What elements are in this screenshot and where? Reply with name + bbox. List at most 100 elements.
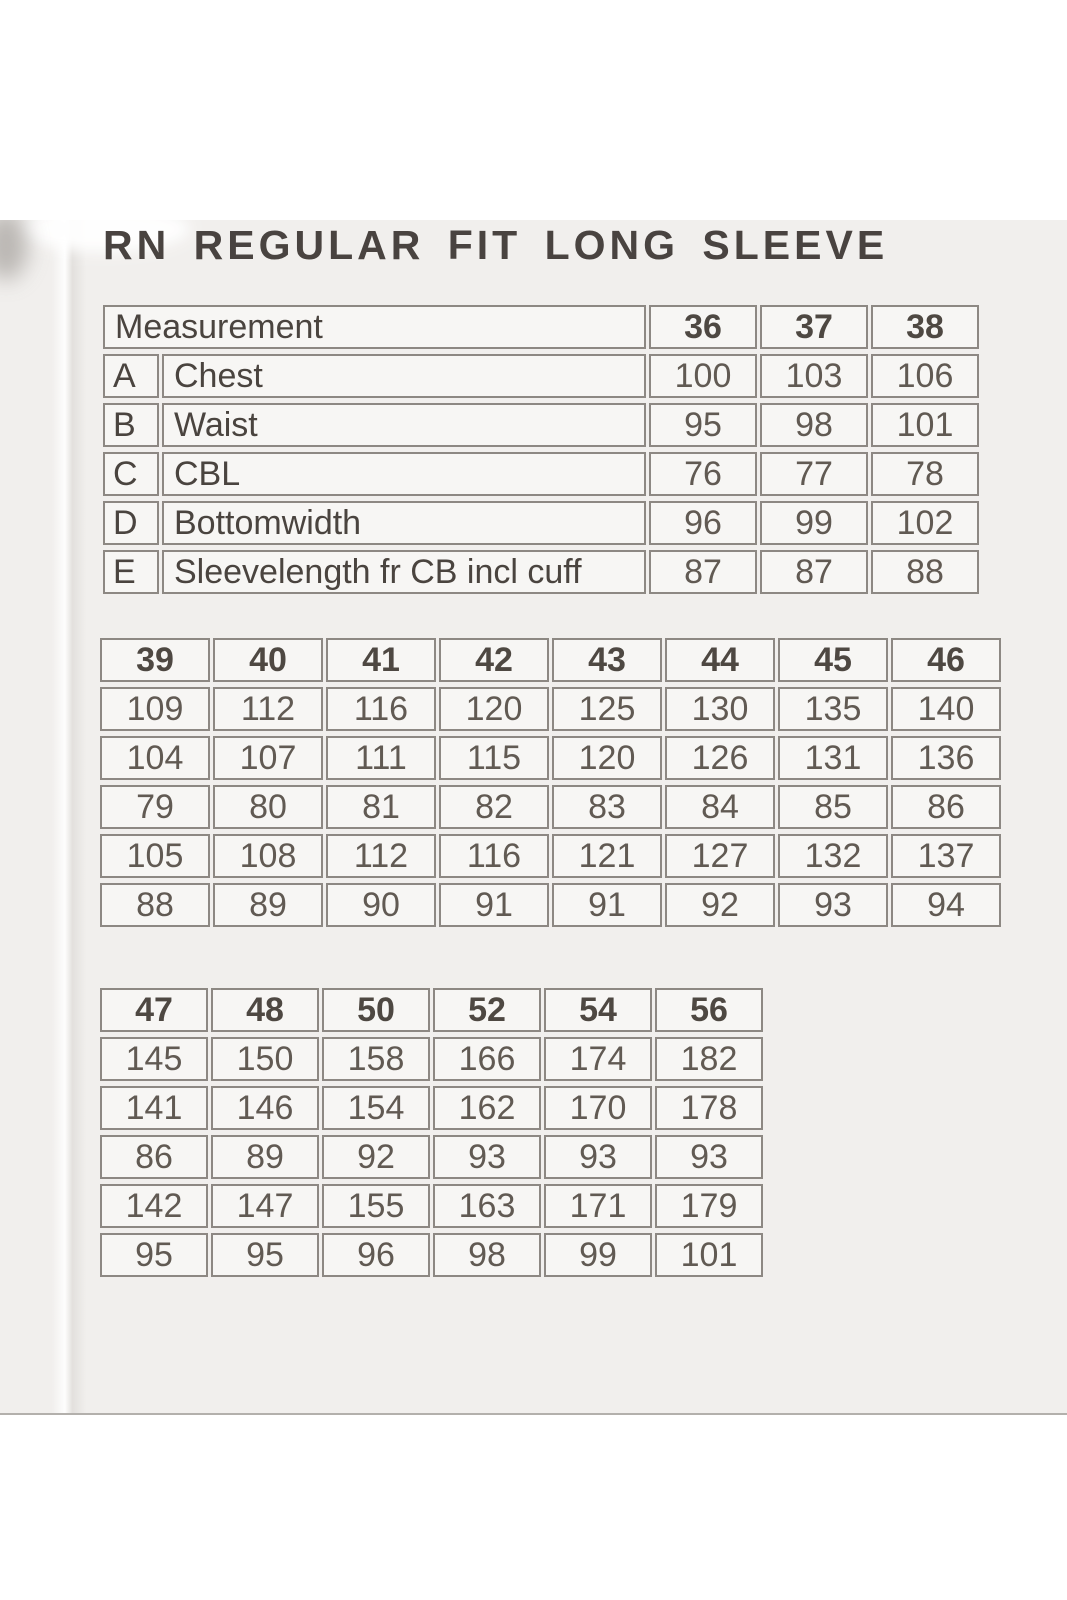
- value-cell: 106: [871, 354, 979, 398]
- value-cell: 163: [433, 1184, 541, 1228]
- measurement-row-sleevelength: E Sleevelength fr CB incl cuff 87 87 88: [103, 550, 979, 594]
- size-header-cell: 52: [433, 988, 541, 1032]
- size-header-cell: 56: [655, 988, 763, 1032]
- value-cell: 121: [552, 834, 662, 878]
- measurement-letter-cell: A: [103, 354, 159, 398]
- value-cell: 101: [871, 403, 979, 447]
- value-cell: 154: [322, 1086, 430, 1130]
- value-cell: 96: [649, 501, 757, 545]
- size-header-cell: 47: [100, 988, 208, 1032]
- size-table-36-38: Measurement 36 37 38 A Chest 100 103 106…: [100, 300, 982, 599]
- value-cell: 179: [655, 1184, 763, 1228]
- measurement-row-chest: 145 150 158 166 174 182: [100, 1037, 763, 1081]
- value-cell: 91: [552, 883, 662, 927]
- size-header-cell: 42: [439, 638, 549, 682]
- value-cell: 93: [655, 1135, 763, 1179]
- value-cell: 98: [760, 403, 868, 447]
- measurement-letter-cell: B: [103, 403, 159, 447]
- value-cell: 88: [100, 883, 210, 927]
- size-header-cell: 45: [778, 638, 888, 682]
- value-cell: 81: [326, 785, 436, 829]
- measurement-row-waist: B Waist 95 98 101: [103, 403, 979, 447]
- value-cell: 99: [760, 501, 868, 545]
- value-cell: 103: [760, 354, 868, 398]
- size-header-cell: 50: [322, 988, 430, 1032]
- measurement-row-cbl: C CBL 76 77 78: [103, 452, 979, 496]
- size-header-cell: 36: [649, 305, 757, 349]
- size-header-cell: 43: [552, 638, 662, 682]
- value-cell: 89: [213, 883, 323, 927]
- size-header-cell: 39: [100, 638, 210, 682]
- value-cell: 95: [649, 403, 757, 447]
- value-cell: 155: [322, 1184, 430, 1228]
- size-header-cell: 41: [326, 638, 436, 682]
- value-cell: 99: [544, 1233, 652, 1277]
- size-header-cell: 44: [665, 638, 775, 682]
- value-cell: 88: [871, 550, 979, 594]
- measurement-name-cell: Chest: [162, 354, 646, 398]
- value-cell: 132: [778, 834, 888, 878]
- value-cell: 126: [665, 736, 775, 780]
- table-header-row: 39 40 41 42 43 44 45 46: [100, 638, 1001, 682]
- size-table-47-56: 47 48 50 52 54 56 145 150 158 166 174 18…: [97, 983, 766, 1282]
- value-cell: 77: [760, 452, 868, 496]
- value-cell: 158: [322, 1037, 430, 1081]
- value-cell: 146: [211, 1086, 319, 1130]
- value-cell: 137: [891, 834, 1001, 878]
- measurement-row-waist: 141 146 154 162 170 178: [100, 1086, 763, 1130]
- value-cell: 93: [433, 1135, 541, 1179]
- measurement-row-sleevelength: 88 89 90 91 91 92 93 94: [100, 883, 1001, 927]
- value-cell: 82: [439, 785, 549, 829]
- value-cell: 112: [213, 687, 323, 731]
- value-cell: 93: [544, 1135, 652, 1179]
- value-cell: 141: [100, 1086, 208, 1130]
- table-header-row: 47 48 50 52 54 56: [100, 988, 763, 1032]
- size-header-cell: 46: [891, 638, 1001, 682]
- value-cell: 80: [213, 785, 323, 829]
- value-cell: 87: [760, 550, 868, 594]
- measurement-row-bottomwidth: 142 147 155 163 171 179: [100, 1184, 763, 1228]
- value-cell: 140: [891, 687, 1001, 731]
- value-cell: 111: [326, 736, 436, 780]
- value-cell: 162: [433, 1086, 541, 1130]
- paper-crease: [52, 220, 86, 1413]
- value-cell: 79: [100, 785, 210, 829]
- value-cell: 90: [326, 883, 436, 927]
- size-chart-label-photo: RN REGULAR FIT LONG SLEEVE Measurement 3…: [0, 220, 1067, 1415]
- value-cell: 102: [871, 501, 979, 545]
- measurement-name-cell: Bottomwidth: [162, 501, 646, 545]
- value-cell: 125: [552, 687, 662, 731]
- measurement-letter-cell: D: [103, 501, 159, 545]
- value-cell: 171: [544, 1184, 652, 1228]
- size-header-cell: 37: [760, 305, 868, 349]
- value-cell: 76: [649, 452, 757, 496]
- size-header-cell: 40: [213, 638, 323, 682]
- value-cell: 78: [871, 452, 979, 496]
- value-cell: 95: [211, 1233, 319, 1277]
- value-cell: 142: [100, 1184, 208, 1228]
- value-cell: 109: [100, 687, 210, 731]
- value-cell: 89: [211, 1135, 319, 1179]
- measurement-header-cell: Measurement: [103, 305, 646, 349]
- value-cell: 166: [433, 1037, 541, 1081]
- measurement-row-cbl: 86 89 92 93 93 93: [100, 1135, 763, 1179]
- value-cell: 178: [655, 1086, 763, 1130]
- value-cell: 101: [655, 1233, 763, 1277]
- value-cell: 131: [778, 736, 888, 780]
- value-cell: 120: [552, 736, 662, 780]
- value-cell: 182: [655, 1037, 763, 1081]
- value-cell: 100: [649, 354, 757, 398]
- measurement-name-cell: Sleevelength fr CB incl cuff: [162, 550, 646, 594]
- value-cell: 105: [100, 834, 210, 878]
- value-cell: 86: [100, 1135, 208, 1179]
- value-cell: 84: [665, 785, 775, 829]
- value-cell: 92: [322, 1135, 430, 1179]
- value-cell: 98: [433, 1233, 541, 1277]
- value-cell: 120: [439, 687, 549, 731]
- page-title: RN REGULAR FIT LONG SLEEVE: [103, 222, 889, 268]
- value-cell: 108: [213, 834, 323, 878]
- measurement-row-bottomwidth: 105 108 112 116 121 127 132 137: [100, 834, 1001, 878]
- value-cell: 107: [213, 736, 323, 780]
- value-cell: 85: [778, 785, 888, 829]
